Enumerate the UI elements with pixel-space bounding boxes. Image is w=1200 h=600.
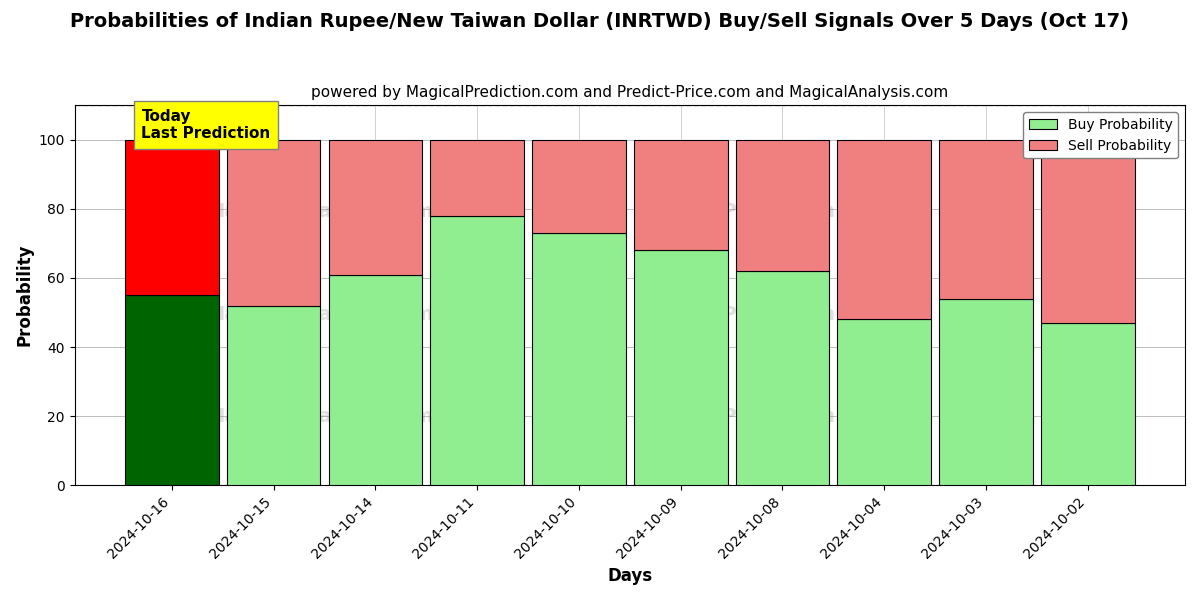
Bar: [227, 305, 320, 485]
Bar: [532, 140, 625, 233]
Bar: [1040, 323, 1134, 485]
Bar: [329, 275, 422, 485]
Bar: [329, 140, 422, 275]
Bar: [940, 140, 1033, 299]
Text: MagicalAnalysis.com: MagicalAnalysis.com: [205, 407, 433, 426]
Bar: [1040, 140, 1134, 323]
Text: Today
Last Prediction: Today Last Prediction: [142, 109, 271, 141]
Bar: [227, 140, 320, 305]
Bar: [838, 319, 931, 485]
Title: powered by MagicalPrediction.com and Predict-Price.com and MagicalAnalysis.com: powered by MagicalPrediction.com and Pre…: [311, 85, 948, 100]
Y-axis label: Probability: Probability: [16, 244, 34, 346]
X-axis label: Days: Days: [607, 567, 653, 585]
Text: MagicalPrediction.com: MagicalPrediction.com: [638, 305, 888, 324]
Bar: [431, 216, 524, 485]
Bar: [125, 140, 218, 295]
Bar: [940, 299, 1033, 485]
Legend: Buy Probability, Sell Probability: Buy Probability, Sell Probability: [1024, 112, 1178, 158]
Bar: [125, 295, 218, 485]
Text: MagicalAnalysis.com: MagicalAnalysis.com: [205, 202, 433, 221]
Bar: [736, 271, 829, 485]
Bar: [634, 250, 727, 485]
Text: MagicalPrediction.com: MagicalPrediction.com: [638, 407, 888, 426]
Bar: [431, 140, 524, 216]
Bar: [736, 140, 829, 271]
Text: MagicalPrediction.com: MagicalPrediction.com: [638, 202, 888, 221]
Bar: [634, 140, 727, 250]
Bar: [838, 140, 931, 319]
Bar: [532, 233, 625, 485]
Text: MagicalAnalysis.com: MagicalAnalysis.com: [205, 305, 433, 324]
Text: Probabilities of Indian Rupee/New Taiwan Dollar (INRTWD) Buy/Sell Signals Over 5: Probabilities of Indian Rupee/New Taiwan…: [71, 12, 1129, 31]
